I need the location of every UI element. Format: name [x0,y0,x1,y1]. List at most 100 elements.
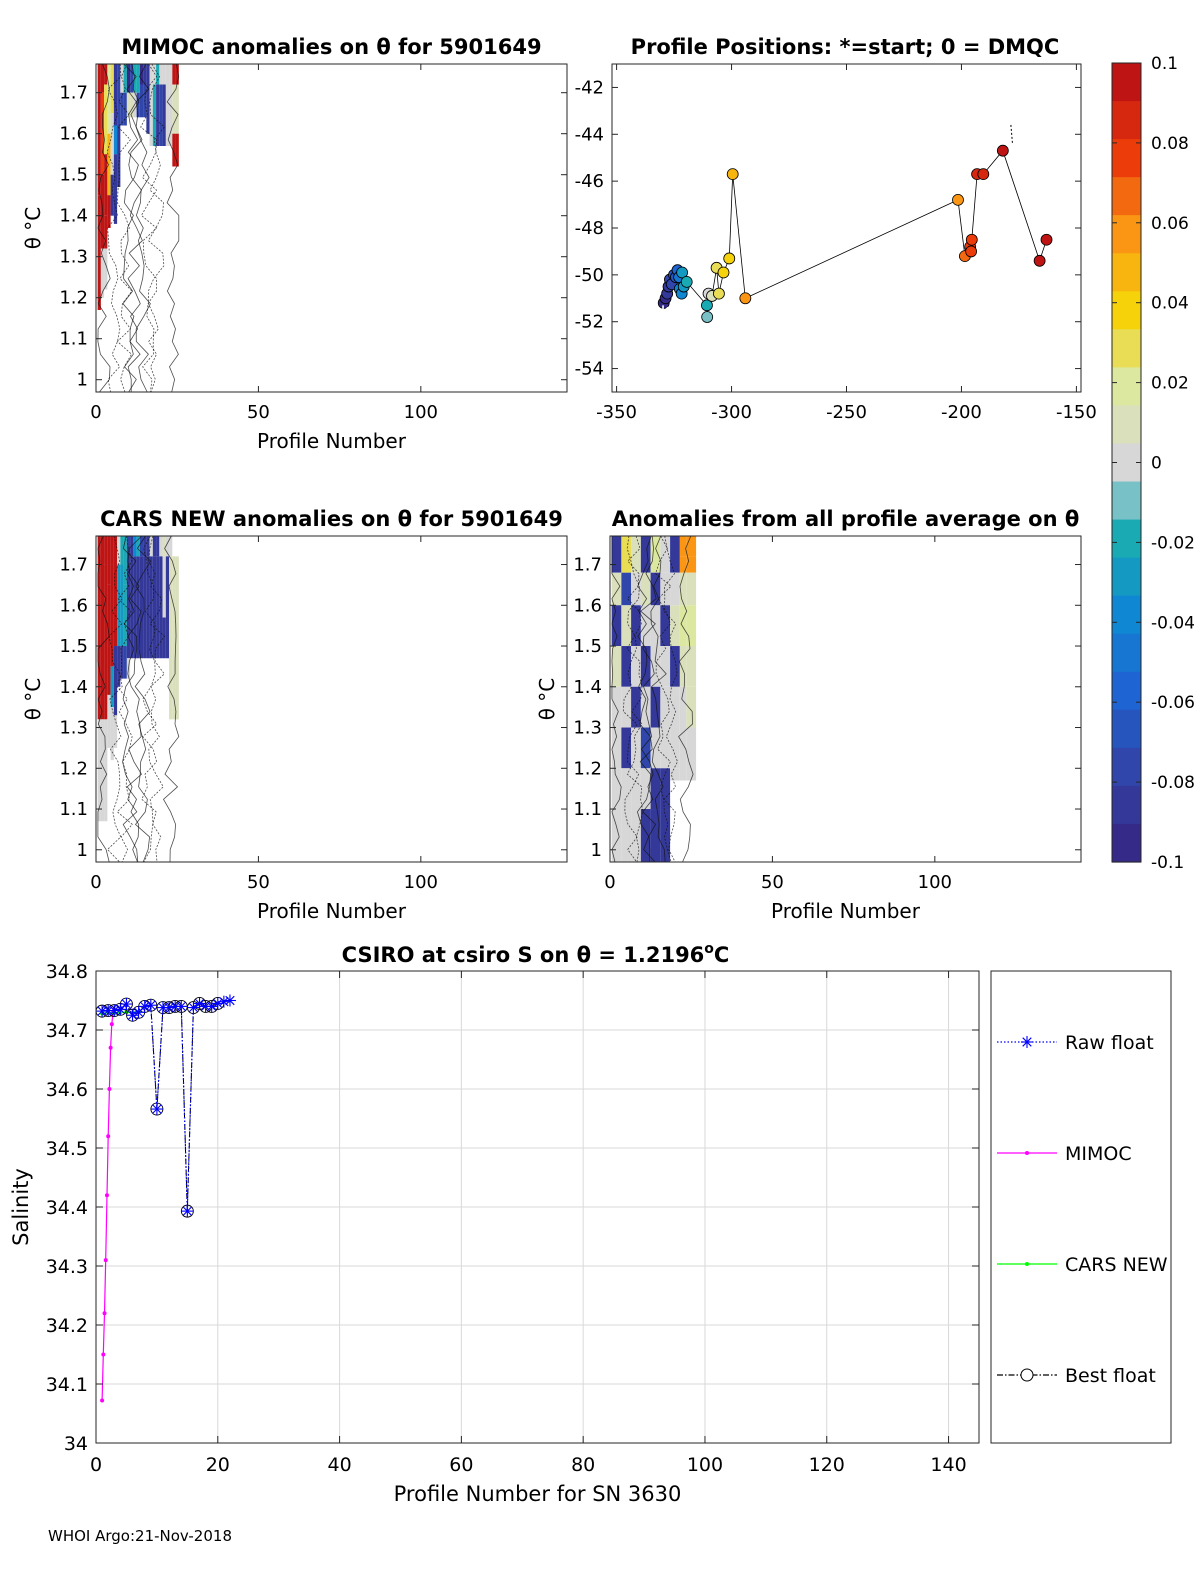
salinity-point-mimoc [107,1087,112,1091]
allavg-cell [621,809,632,862]
allavg-contours [611,535,694,863]
cars-contour-line [122,535,139,863]
allavg-contour-line [622,535,640,863]
allavg-cell [660,536,671,573]
legend-marker-raw-stroke [1022,1037,1032,1047]
allavg-ytick-label: 1.1 [573,799,602,820]
mimoc-cell [126,64,131,93]
positions-xtick-label: -300 [711,402,752,423]
cars-cell [172,556,176,589]
salinity-point-mimoc [106,1134,111,1139]
colorbar-tick-label: 0.08 [1151,134,1189,154]
salinity-point-mimoc [104,1193,109,1198]
mimoc-cell [143,64,147,85]
colorbar-band [1112,329,1141,368]
salinity-point-raw-stroke [219,996,229,1007]
cars-ytick-label: 1.4 [59,677,88,698]
salinity-point-raw [138,1000,151,1013]
allavg-cell [679,572,687,606]
colorbar-band [1112,253,1141,292]
salinity-point-raw [205,1000,218,1013]
allavg-xtick-label: 0 [604,872,615,893]
salinity-xtick-label: 40 [327,1454,351,1476]
cars-title: CARS NEW anomalies on θ for 5901649 [100,507,563,531]
mimoc-cell [104,84,108,155]
salinity-title-main: CSIRO at csiro S on θ = 1.2196 [342,943,705,967]
colorbar-band [1112,63,1141,102]
cars-cell [126,564,131,659]
legend-box [990,970,1172,1444]
cars-cell [136,556,140,659]
allavg-cell [640,768,651,810]
mimoc-ytick-label: 1.5 [59,165,88,186]
cars-cell [110,564,114,667]
colorbar-band [1112,519,1141,559]
mimoc-cell [130,92,134,118]
positions-frame: -350 -300 -250 -200 -150 -42 -44 -46 -48 -50 -52 -5… [575,35,1097,423]
cars-cell [162,617,166,659]
mimoc-cell [107,64,111,134]
cars-cell [146,556,150,659]
colorbar-band [1112,785,1141,825]
allavg-ytick-label: 1.3 [573,718,602,739]
mimoc-cell [139,64,144,85]
mimoc-cell [165,84,170,146]
colorbar-tick-label: -0.1 [1151,853,1184,873]
salinity-ylabel: Salinity [9,1168,33,1246]
allavg-cell [631,536,641,573]
cars-ylabel: θ °C [21,678,45,721]
mimoc-cell [175,64,179,85]
salinity-point-mimoc [108,1045,113,1050]
cars-cell [156,536,160,557]
allavg-cell [611,768,622,810]
positions-position-point [680,275,693,288]
positions-ytick-label: -46 [575,171,604,192]
positions-axes [612,64,1081,392]
cars-cell [120,564,124,647]
positions-title: Profile Positions: *=start; 0 = DMQC [631,35,1060,59]
mimoc-ytick-label: 1.7 [59,83,88,104]
mimoc-ytick-label: 1.1 [59,329,88,350]
colorbar-band [1112,177,1141,216]
allavg-cell [611,536,622,573]
allavg-cell [660,809,671,862]
allavg-cell [621,572,632,606]
salinity-xtick-label: 20 [206,1454,230,1476]
mimoc-cell [146,84,150,134]
salinity-grid [96,971,979,1443]
colorbar-band [1112,823,1141,863]
cars-cell [169,556,173,589]
salinity-point-raw [187,1001,200,1014]
allavg-cell [650,686,661,728]
colorbar-tick-label: 0.06 [1151,214,1189,234]
allavg-cell [679,646,687,687]
cars-cell [146,536,150,557]
mimoc-cell [175,133,179,167]
allavg-cell [650,727,661,769]
mimoc-xtick-label: 50 [247,402,270,423]
mimoc-cell [113,187,118,224]
allavg-cell [670,768,680,781]
allavg-cell [640,605,651,647]
allavg-cell [631,686,641,728]
allavg-cell [670,536,680,573]
cars-cell [107,536,111,585]
allavg-cell [679,536,687,557]
mimoc-cell [136,64,140,93]
allavg-cell [621,768,632,810]
allavg-contour-line [611,536,622,863]
cars-cell [113,536,118,647]
mimoc-contour-line [106,63,122,393]
positions-start-marker [656,305,671,320]
allavg-contour-line [640,535,657,863]
salinity-point-mimoc [100,1398,105,1403]
allavg-contour-line [663,535,678,863]
salinity-ytick-label: 34.8 [46,961,88,983]
legend-label-mimoc: MIMOC [1065,1143,1132,1165]
mimoc-cell [169,64,173,85]
positions-marks [656,124,1053,323]
salinity-point-raw-stroke [97,1006,107,1016]
positions-position-point [977,168,990,181]
cars-cell [149,556,153,659]
cars-cell [107,694,111,748]
